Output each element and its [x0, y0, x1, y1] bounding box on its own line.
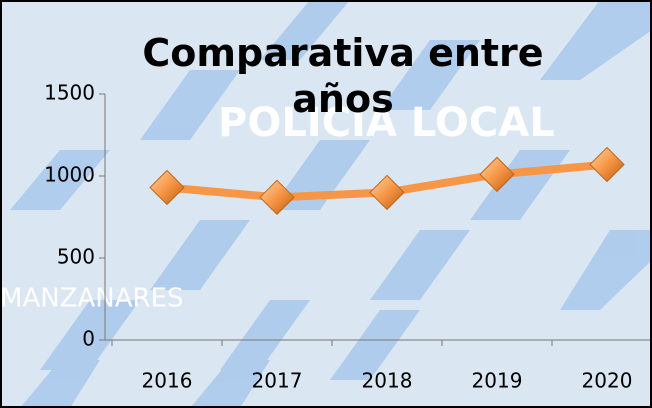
watermark: POLICIA LOCAL: [218, 100, 555, 146]
marker: [589, 146, 625, 183]
decor-stripes: [10, 0, 652, 408]
marker: [149, 169, 185, 206]
watermark: MANZANARES: [0, 284, 184, 314]
y-tick-label: 1000: [44, 163, 95, 187]
marker: [259, 179, 295, 216]
chart-title: Comparativa entre años: [142, 31, 544, 121]
marker: [369, 174, 405, 211]
x-tick-label: 2018: [362, 369, 413, 393]
x-tick-label: 2020: [582, 369, 633, 393]
y-tick-label: 0: [82, 327, 95, 351]
x-tick-label: 2019: [472, 369, 523, 393]
y-tick-label: 500: [57, 245, 95, 269]
y-tick-label: 1500: [44, 81, 95, 105]
x-tick-label: 2017: [252, 369, 303, 393]
x-tick-label: 2016: [142, 369, 193, 393]
marker: [479, 156, 515, 193]
